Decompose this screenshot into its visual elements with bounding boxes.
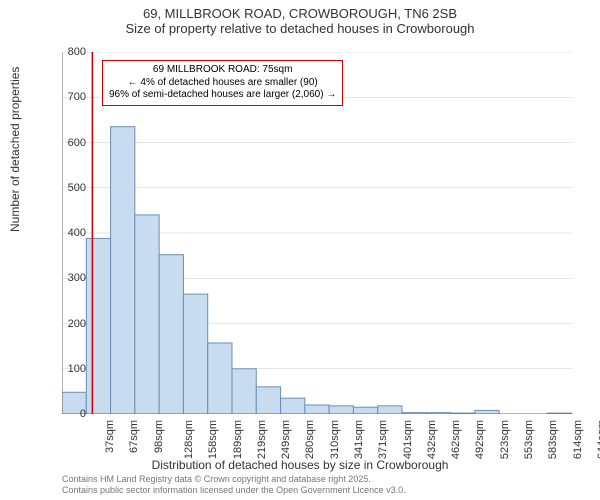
x-tick: 37sqm [104, 420, 116, 453]
x-tick: 341sqm [353, 420, 365, 459]
chart-area [62, 52, 572, 414]
annotation-line3: 96% of semi-detached houses are larger (… [109, 89, 336, 102]
y-tick: 0 [46, 408, 86, 420]
x-tick: 401sqm [402, 420, 414, 459]
x-tick: 614sqm [572, 420, 584, 459]
x-tick: 158sqm [207, 420, 219, 459]
x-tick: 553sqm [523, 420, 535, 459]
x-tick: 67sqm [128, 420, 140, 453]
y-tick: 100 [46, 363, 86, 375]
x-tick: 249sqm [280, 420, 292, 459]
x-tick: 219sqm [256, 420, 268, 459]
y-axis-label: Number of detached properties [8, 67, 22, 232]
y-tick: 400 [46, 227, 86, 239]
x-tick: 644sqm [596, 420, 600, 459]
footnote-line1: Contains HM Land Registry data © Crown c… [62, 474, 406, 485]
y-tick: 200 [46, 318, 86, 330]
title-line1: 69, MILLBROOK ROAD, CROWBOROUGH, TN6 2SB [0, 6, 600, 21]
x-tick: 371sqm [377, 420, 389, 459]
x-tick: 128sqm [183, 420, 195, 459]
annotation-box: 69 MILLBROOK ROAD: 75sqm ← 4% of detache… [102, 60, 343, 106]
chart-title-block: 69, MILLBROOK ROAD, CROWBOROUGH, TN6 2SB… [0, 0, 600, 36]
x-tick: 462sqm [450, 420, 462, 459]
x-tick: 523sqm [499, 420, 511, 459]
histogram-plot [62, 52, 572, 414]
annotation-line1: 69 MILLBROOK ROAD: 75sqm [109, 64, 336, 77]
annotation-line2: ← 4% of detached houses are smaller (90) [109, 77, 336, 90]
x-tick: 280sqm [305, 420, 317, 459]
footnote-line2: Contains public sector information licen… [62, 485, 406, 496]
y-tick: 800 [46, 46, 86, 58]
x-tick: 492sqm [475, 420, 487, 459]
footnote: Contains HM Land Registry data © Crown c… [62, 474, 406, 496]
x-tick: 189sqm [232, 420, 244, 459]
x-tick: 310sqm [329, 420, 341, 459]
title-line2: Size of property relative to detached ho… [0, 21, 600, 36]
x-tick: 98sqm [153, 420, 165, 453]
y-tick: 700 [46, 91, 86, 103]
x-tick: 583sqm [547, 420, 559, 459]
x-tick: 432sqm [426, 420, 438, 459]
y-tick: 600 [46, 137, 86, 149]
y-tick: 300 [46, 272, 86, 284]
y-tick: 500 [46, 182, 86, 194]
x-axis-label: Distribution of detached houses by size … [0, 458, 600, 472]
